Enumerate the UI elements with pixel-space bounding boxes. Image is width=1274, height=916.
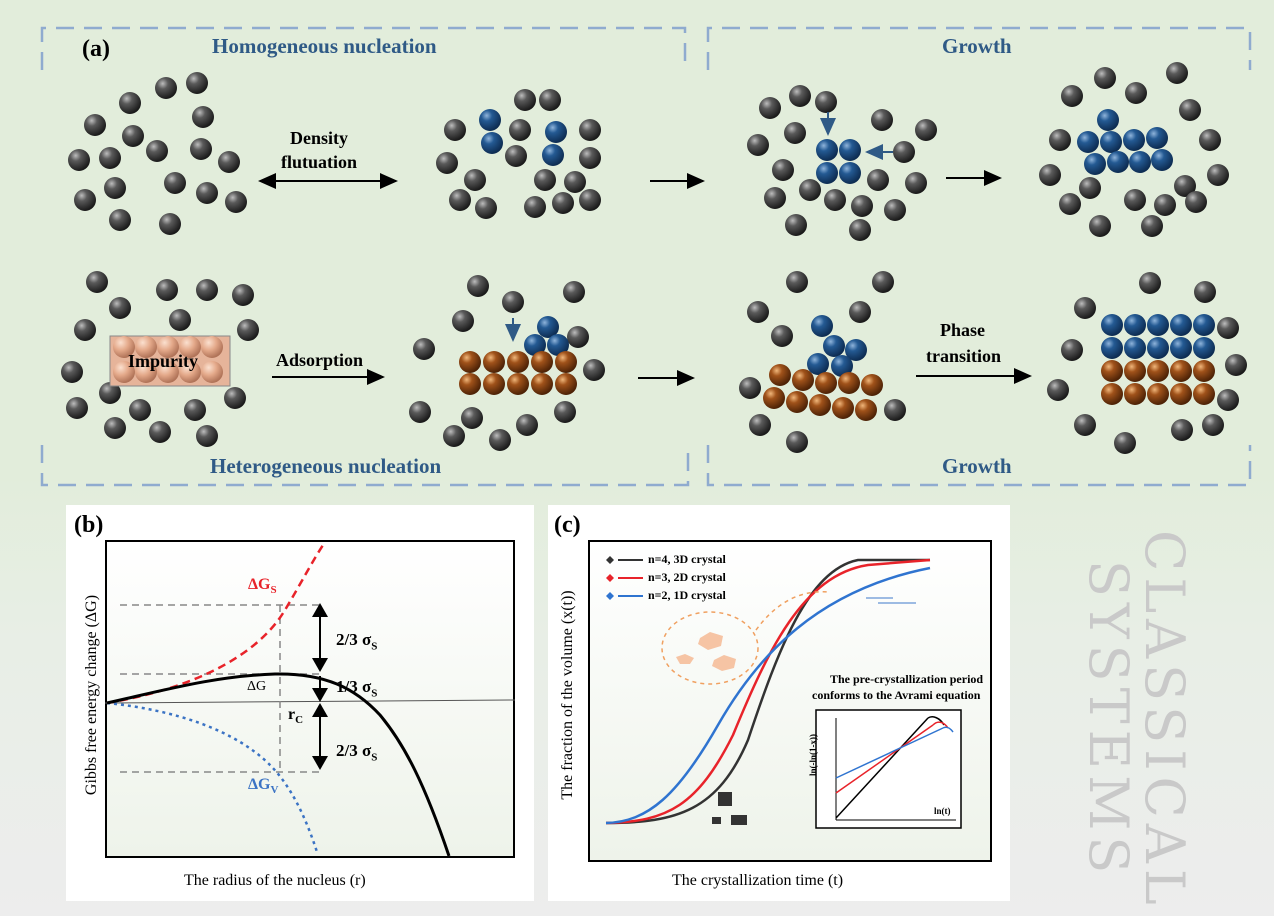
dg-label: ΔG <box>247 679 267 694</box>
legend-n4: n=4, 3D crystal <box>648 552 726 566</box>
legend-n3: n=3, 2D crystal <box>648 570 726 584</box>
dgv-label: ΔGV <box>248 776 279 797</box>
panel-b-label: (b) <box>74 512 104 538</box>
curve-n2 <box>605 566 931 825</box>
cluster-homog-1 <box>68 72 247 235</box>
cluster-hetero-2 <box>409 275 605 451</box>
phase-label-2: transition <box>926 346 1002 366</box>
avrami-note-1: The pre-crystallization period <box>830 672 984 686</box>
panel-a-graphics <box>40 26 1252 487</box>
cluster-growth-4 <box>1047 272 1247 454</box>
avrami-note-2: conforms to the Avrami equation <box>812 688 981 702</box>
cluster-growth-1 <box>747 85 937 241</box>
curve-n4 <box>605 558 930 825</box>
dgs-label: ΔGS <box>248 576 277 597</box>
cluster-homog-2 <box>436 89 601 219</box>
cluster-growth-2 <box>1039 62 1229 237</box>
growth-top-title: Growth <box>942 34 1012 58</box>
lower-frac-label: 2/3 σS <box>336 741 378 764</box>
panel-a-label: (a) <box>82 36 110 62</box>
legend-n2: n=2, 1D crystal <box>648 588 726 602</box>
mid-frac-label: 1/3 σS <box>336 677 378 700</box>
impurity-block <box>109 335 231 387</box>
density-label-1: Density <box>290 128 348 148</box>
inset-xlabel: ln(t) <box>934 806 951 816</box>
legend <box>606 556 643 600</box>
total-energy-curve <box>106 672 451 857</box>
volume-energy-curve <box>106 701 319 853</box>
panel-c-ylabel: The fraction of the volume (x(t)) <box>559 590 576 800</box>
density-label-2: flutuation <box>281 152 358 172</box>
panel-b-ylabel: Gibbs free energy change (ΔG) <box>83 594 100 796</box>
rc-label: rC <box>288 706 304 727</box>
cluster-hetero-1 <box>61 271 259 447</box>
homogeneous-title: Homogeneous nucleation <box>212 34 437 58</box>
phase-label-1: Phase <box>940 320 985 340</box>
panel-c-curves <box>605 556 962 829</box>
panel-b-plot <box>105 540 515 858</box>
panel-c-label: (c) <box>554 512 581 538</box>
side-text-classical: CLASSICAL <box>1133 530 1196 911</box>
panel-c-xlabel: The crystallization time (t) <box>672 872 844 889</box>
avrami-inset <box>815 709 962 829</box>
heterogeneous-title: Heterogeneous nucleation <box>210 454 442 478</box>
upper-frac-label: 2/3 σS <box>336 630 378 653</box>
side-text-systems: SYSTEMS <box>1077 560 1140 880</box>
panel-b-curves <box>105 541 515 857</box>
panel-b-xlabel: The radius of the nucleus (r) <box>184 872 366 889</box>
curve-n3 <box>605 558 931 825</box>
dashed-frames <box>40 26 1252 487</box>
growth-bottom-title: Growth <box>942 454 1012 478</box>
impurity-label: Impurity <box>128 351 199 371</box>
adsorption-label: Adsorption <box>276 350 364 370</box>
cluster-growth-3 <box>739 271 906 453</box>
inset-ylabel: ln(-ln(1-x)) <box>808 734 818 776</box>
